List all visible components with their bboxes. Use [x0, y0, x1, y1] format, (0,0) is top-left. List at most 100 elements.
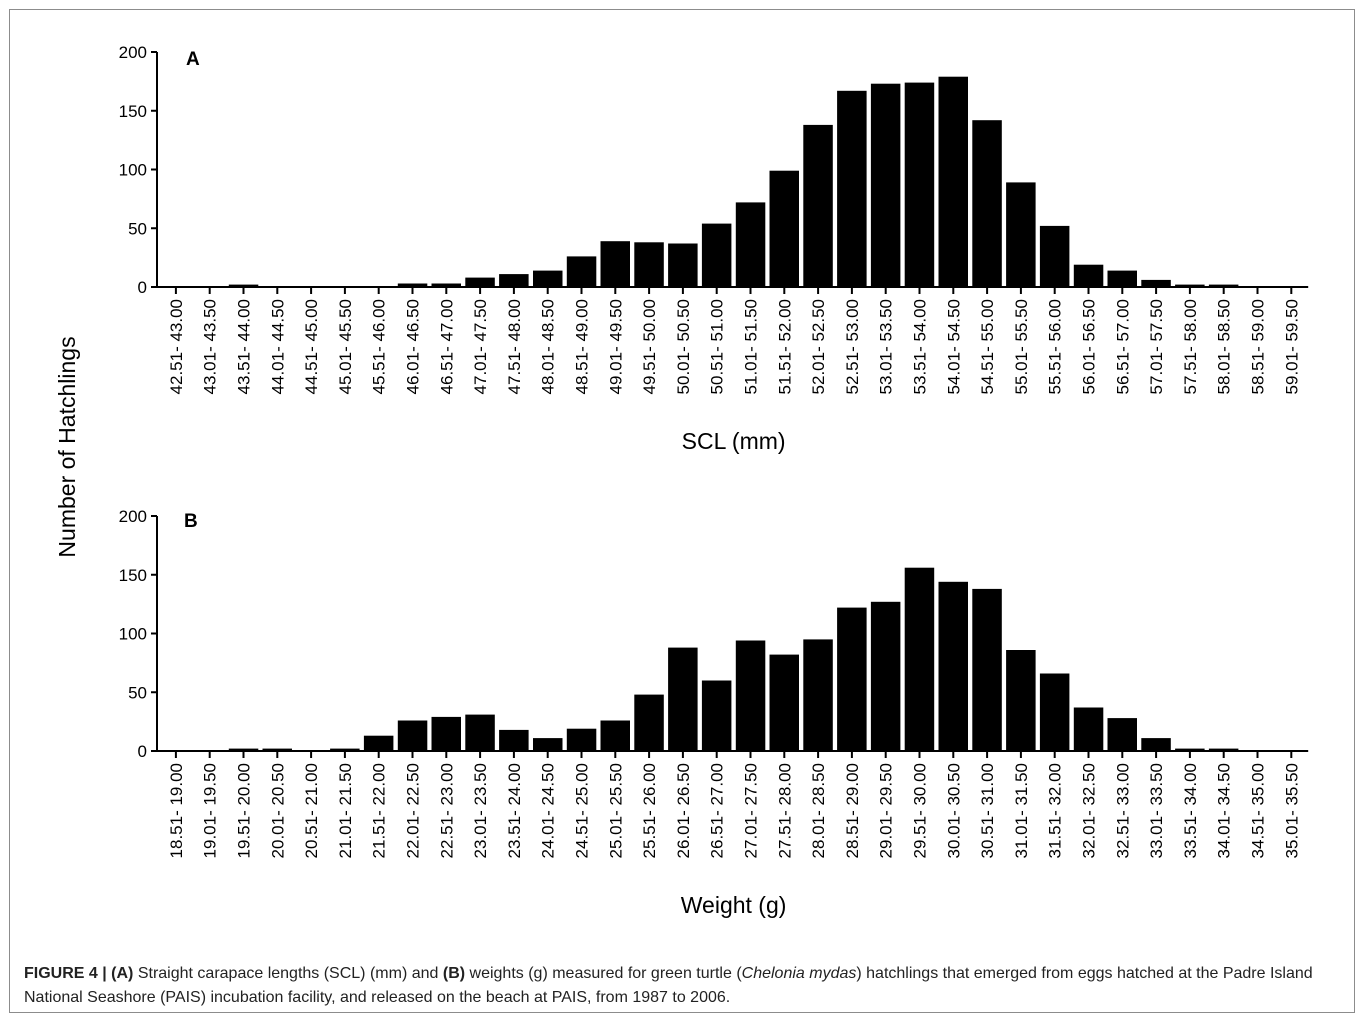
- bar: [972, 588, 1002, 751]
- bar: [566, 728, 597, 751]
- bar: [904, 82, 935, 287]
- bar: [465, 277, 495, 287]
- x-tick-label: 43.01- 43.50: [201, 299, 220, 394]
- x-tick-label: 19.01- 19.50: [201, 763, 220, 858]
- bar: [228, 748, 259, 751]
- y-tick-label: 50: [128, 683, 147, 702]
- figure-label: FIGURE 4 |: [24, 965, 107, 982]
- bar: [1006, 182, 1036, 287]
- bar: [431, 283, 461, 287]
- bar: [668, 243, 698, 287]
- x-tick-label: 52.01- 52.50: [809, 299, 828, 394]
- bar: [837, 607, 867, 751]
- bar: [735, 640, 766, 751]
- x-tick-label: 45.01- 45.50: [336, 299, 355, 394]
- x-tick-label: 26.51- 27.00: [708, 763, 727, 858]
- bar: [431, 716, 461, 751]
- x-tick-label: 26.01- 26.50: [674, 763, 693, 858]
- x-tick-label: 48.01- 48.50: [539, 299, 558, 394]
- x-tick-label: 23.01- 23.50: [471, 763, 490, 858]
- bar: [1073, 264, 1104, 287]
- x-tick-label: 24.01- 24.50: [539, 763, 558, 858]
- x-tick-label: 23.51- 24.00: [505, 763, 524, 858]
- x-tick-label: 49.51- 50.00: [640, 299, 659, 394]
- bar: [262, 748, 292, 751]
- bar: [600, 241, 630, 287]
- x-tick-label: 29.51- 30.00: [911, 763, 930, 858]
- bar: [1141, 279, 1171, 287]
- x-tick-label: 42.51- 43.00: [167, 299, 186, 394]
- x-tick-label: 33.01- 33.50: [1147, 763, 1166, 858]
- bar: [1006, 650, 1036, 751]
- bar: [870, 601, 901, 751]
- bar: [701, 680, 732, 751]
- y-tick-label: 150: [119, 566, 147, 585]
- bar: [972, 120, 1002, 287]
- x-tick-label: 22.01- 22.50: [404, 763, 423, 858]
- caption-text-3: ) hatchlings that emerged from eggs hatc…: [24, 965, 1313, 1006]
- x-tick-label: 46.51- 47.00: [437, 299, 456, 394]
- x-tick-label: 24.51- 25.00: [573, 763, 592, 858]
- bar: [465, 714, 495, 751]
- bar: [870, 83, 901, 287]
- x-tick-label: 28.01- 28.50: [809, 763, 828, 858]
- panel-label: A: [186, 49, 200, 70]
- y-tick-label: 200: [119, 43, 147, 62]
- x-tick-label: 34.01- 34.50: [1215, 763, 1234, 858]
- x-tick-label: 22.51- 23.00: [437, 763, 456, 858]
- x-tick-label: 44.51- 45.00: [302, 299, 321, 394]
- x-tick-label: 52.51- 53.00: [843, 299, 862, 394]
- panel-label: B: [184, 511, 198, 532]
- x-tick-label: 25.51- 26.00: [640, 763, 659, 858]
- bar: [938, 76, 968, 287]
- x-tick-label: 54.51- 55.00: [978, 299, 997, 394]
- bar: [1208, 748, 1239, 751]
- panel-a: 0 50 100 150 200 42.51- 43.00 43.01- 43.50 43.5…: [119, 43, 1309, 454]
- y-tick-label: 50: [128, 219, 147, 238]
- bar: [1107, 718, 1137, 751]
- bar: [634, 694, 664, 751]
- caption-text-1: Straight carapace lengths (SCL) (mm) and: [133, 965, 443, 982]
- bar: [363, 735, 394, 751]
- y-tick-label: 0: [138, 278, 147, 297]
- x-tick-label: 25.01- 25.50: [606, 763, 625, 858]
- x-axis-title: SCL (mm): [682, 428, 786, 454]
- bar: [533, 738, 563, 751]
- figure-caption: FIGURE 4 | (A) Straight carapace lengths…: [24, 962, 1342, 1010]
- x-tick-label: 57.51- 58.00: [1181, 299, 1200, 394]
- x-tick-label: 27.51- 28.00: [775, 763, 794, 858]
- x-tick-label: 18.51- 19.00: [167, 763, 186, 858]
- x-tick-label: 58.51- 59.00: [1249, 299, 1268, 394]
- bar: [769, 654, 799, 751]
- bar: [769, 170, 799, 287]
- bar: [701, 223, 732, 287]
- caption-species: Chelonia mydas: [741, 965, 857, 982]
- x-tick-label: 47.01- 47.50: [471, 299, 490, 394]
- x-tick-label: 55.01- 55.50: [1012, 299, 1031, 394]
- bar: [634, 242, 664, 287]
- x-tick-label: 56.51- 57.00: [1113, 299, 1132, 394]
- bar: [1175, 748, 1205, 751]
- x-tick-label: 50.51- 51.00: [708, 299, 727, 394]
- bar: [397, 720, 428, 751]
- bar: [1039, 673, 1070, 751]
- bar: [1141, 738, 1171, 751]
- x-tick-label: 49.01- 49.50: [606, 299, 625, 394]
- bar: [330, 748, 360, 751]
- x-tick-label: 53.51- 54.00: [911, 299, 930, 394]
- x-tick-label: 21.51- 22.00: [370, 763, 389, 858]
- bar: [1208, 284, 1239, 287]
- bar: [803, 124, 833, 288]
- x-tick-label: 58.01- 58.50: [1215, 299, 1234, 394]
- x-tick-label: 53.01- 53.50: [877, 299, 896, 394]
- x-tick-label: 57.01- 57.50: [1147, 299, 1166, 394]
- bar: [1107, 270, 1137, 287]
- bar: [228, 284, 259, 287]
- x-tick-label: 55.51- 56.00: [1046, 299, 1065, 394]
- bar: [566, 256, 597, 287]
- bar: [668, 647, 698, 751]
- x-tick-label: 44.01- 44.50: [268, 299, 287, 394]
- x-tick-label: 29.01- 29.50: [877, 763, 896, 858]
- bar: [533, 270, 563, 287]
- bar: [600, 720, 630, 751]
